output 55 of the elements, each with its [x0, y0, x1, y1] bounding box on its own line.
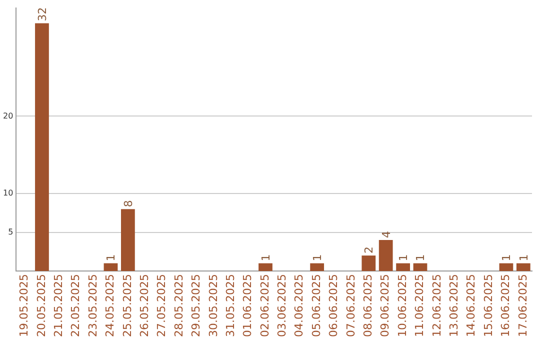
x-tick-label: 24.05.2025	[104, 274, 117, 338]
data-label: 32	[36, 7, 49, 22]
x-tick-label: 08.06.2025	[362, 274, 375, 338]
x-tick-label: 25.05.2025	[120, 274, 134, 338]
x-tick-label: 20.05.2025	[34, 274, 48, 338]
data-label: 1	[397, 254, 410, 262]
y-tick-label: 10	[2, 188, 14, 198]
data-label: 1	[104, 254, 118, 262]
y-tick-label: 20	[2, 111, 14, 120]
x-tick-label: 13.06.2025	[447, 274, 460, 338]
x-tick-label: 05.06.2025	[310, 274, 323, 338]
x-tick-label: 01.06.2025	[241, 274, 254, 338]
bar	[413, 263, 428, 272]
x-tick-label: 04.06.2025	[292, 274, 306, 338]
bar	[258, 263, 272, 272]
data-label: 1	[259, 254, 272, 262]
x-tick-label: 19.05.2025	[18, 274, 31, 338]
bar	[104, 263, 118, 272]
x-tick-label: 10.06.2025	[396, 274, 409, 338]
x-tick-label: 15.06.2025	[482, 274, 495, 338]
x-tick-label: 02.06.2025	[258, 274, 272, 338]
x-tick-label: 16.06.2025	[499, 274, 512, 338]
data-label: 1	[500, 254, 514, 262]
x-tick-label: 23.05.2025	[86, 274, 100, 338]
x-tick-label: 31.05.2025	[224, 274, 237, 338]
data-label: 1	[311, 254, 324, 262]
bar	[499, 263, 514, 272]
x-tick-label: 06.06.2025	[327, 274, 340, 338]
x-tick-label: 28.05.2025	[172, 274, 186, 338]
x-tick-label: 22.05.2025	[69, 274, 82, 338]
x-tick-label: 30.05.2025	[206, 274, 220, 338]
x-tick-label: 09.06.2025	[378, 274, 392, 338]
x-tick-label: 12.06.2025	[430, 274, 444, 338]
data-label: 4	[380, 231, 393, 238]
bar	[310, 263, 324, 272]
data-label: 1	[414, 254, 428, 262]
x-tick-label: 14.06.2025	[464, 274, 478, 338]
x-tick-label: 26.05.2025	[138, 274, 151, 338]
bar	[121, 209, 135, 272]
bar	[516, 263, 530, 272]
x-tick-label: 29.05.2025	[190, 274, 203, 338]
data-label: 8	[122, 200, 135, 208]
data-label: 2	[362, 246, 376, 254]
x-tick-label: 27.05.2025	[155, 274, 168, 338]
bar	[378, 240, 393, 272]
bar	[362, 256, 376, 272]
y-tick-label: 5	[8, 227, 14, 236]
x-tick-label: 17.06.2025	[516, 274, 530, 338]
x-tick-label: 21.05.2025	[52, 274, 66, 338]
bar	[35, 23, 49, 272]
x-tick-label: 07.06.2025	[344, 274, 358, 338]
data-label: 1	[517, 254, 530, 262]
x-tick-label: 03.06.2025	[276, 274, 289, 338]
bar	[396, 263, 410, 272]
x-tick-label: 11.06.2025	[413, 274, 426, 338]
